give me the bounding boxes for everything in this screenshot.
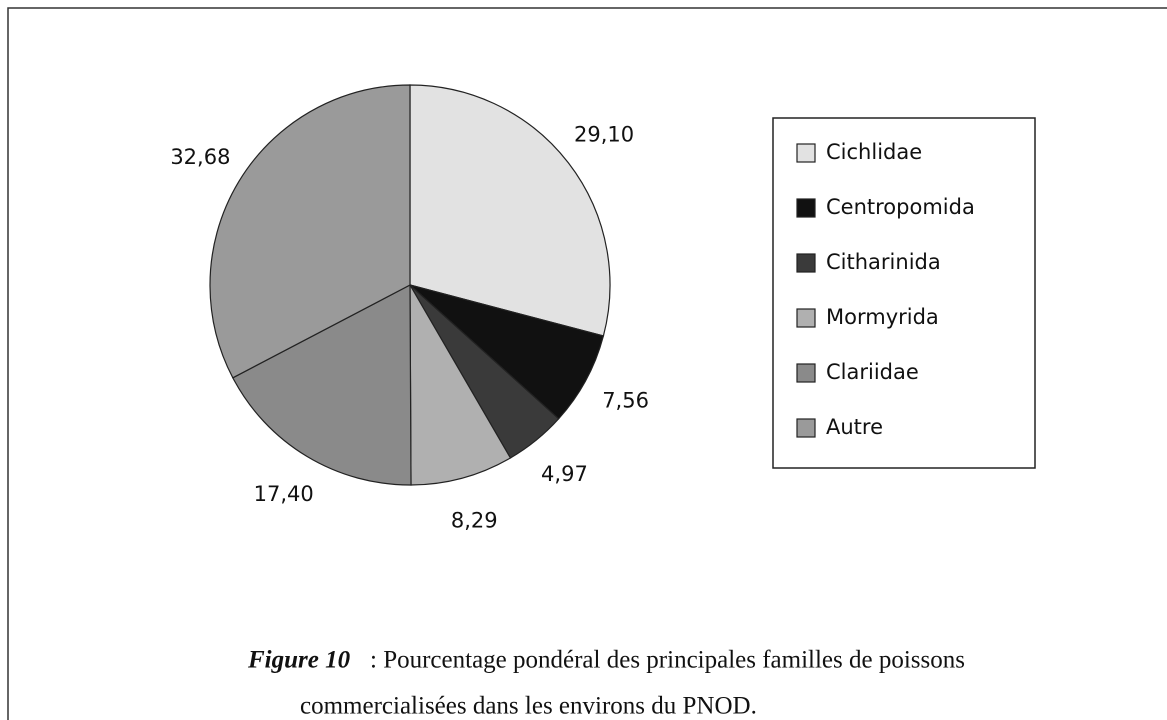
value-label: 17,40 [254,482,314,506]
legend-swatch [796,198,816,218]
legend-label: Autre [826,415,883,439]
legend-label: Centropomida [826,195,975,219]
figure-frame [7,7,1167,720]
legend-box [772,117,1036,469]
legend-swatch [796,253,816,273]
pie-slice [409,284,605,420]
legend-swatch [796,308,816,328]
caption-label: Figure 10 [247,647,351,674]
pie-slice [209,84,411,379]
legend-label: Cichlidae [826,140,922,164]
legend-label: Mormyrida [826,305,939,329]
pie-slice [409,84,611,337]
value-label: 32,68 [170,145,230,169]
legend-swatch [796,418,816,438]
pie-slice [409,282,512,486]
legend-swatch [796,363,816,383]
legend-swatch [796,143,816,163]
value-label: 7,56 [602,388,649,412]
value-label: 8,29 [451,508,498,532]
value-label: 29,10 [574,122,634,146]
value-label: 4,97 [541,462,588,486]
legend-label: Clariidae [826,360,919,384]
legend-label: Citharinida [826,250,941,274]
caption-line: : Pourcentage pondéral des principales f… [370,647,965,674]
pie-slice [232,284,412,486]
caption-line: commercialisées dans les environs du PNO… [300,693,757,720]
